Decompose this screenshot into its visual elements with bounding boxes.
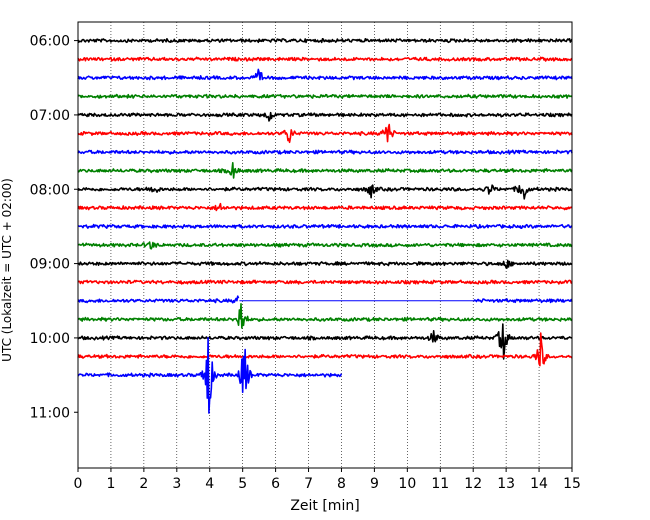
x-tick-label: 1 [106,476,115,492]
y-tick-label: 06:00 [30,34,70,50]
plot-frame [77,21,573,469]
x-tick-label: 14 [530,476,548,492]
x-tick-label: 12 [464,476,482,492]
x-tick-label: 7 [304,476,313,492]
y-tick-label: 07:00 [30,108,70,124]
seismic-trace [77,93,573,99]
y-axis-label: UTC (Lokalzeit = UTC + 02:00) [0,178,14,362]
x-tick-label: 4 [205,476,214,492]
seismic-trace [77,336,343,414]
seismic-trace [77,111,573,122]
x-tick-label: 10 [398,476,416,492]
seismic-trace [77,202,573,212]
x-tick-label: 2 [139,476,148,492]
seismic-trace [77,259,573,269]
x-tick-label: 0 [74,476,83,492]
seismic-trace [77,37,573,44]
seismic-trace [77,161,573,179]
seismic-trace [77,295,240,304]
x-tick-label: 9 [370,476,379,492]
x-tick-label: 13 [497,476,515,492]
x-tick-label: 11 [431,476,449,492]
seismic-trace [77,323,573,360]
seismic-trace [77,68,573,81]
y-tick-label: 11:00 [30,405,70,421]
seismic-trace [77,149,573,155]
traces [77,37,573,414]
seismic-trace [77,332,573,367]
seismic-trace [473,298,573,304]
y-tick-label: 09:00 [30,257,70,273]
seismic-trace [77,56,573,62]
y-tick-label: 08:00 [30,182,70,198]
x-tick-label: 15 [563,476,581,492]
y-tick-label: 10:00 [30,331,70,347]
seismic-trace [77,223,573,230]
x-tick-label: 8 [337,476,346,492]
x-tick-label: 6 [271,476,280,492]
x-axis-label: Zeit [min] [290,498,359,514]
seismic-trace [77,123,573,144]
x-axis: 0 1 2 3 4 5 6 7 8 9 10 11 12 13 14 15 [74,468,581,492]
x-tick-label: 3 [172,476,181,492]
seismic-trace [77,184,573,200]
seismic-trace [77,241,573,250]
seismic-trace [77,279,573,285]
seismic-trace [77,303,573,329]
y-axis: 06:00 07:00 08:00 09:00 10:00 11:00 [30,34,78,421]
x-tick-label: 5 [238,476,247,492]
